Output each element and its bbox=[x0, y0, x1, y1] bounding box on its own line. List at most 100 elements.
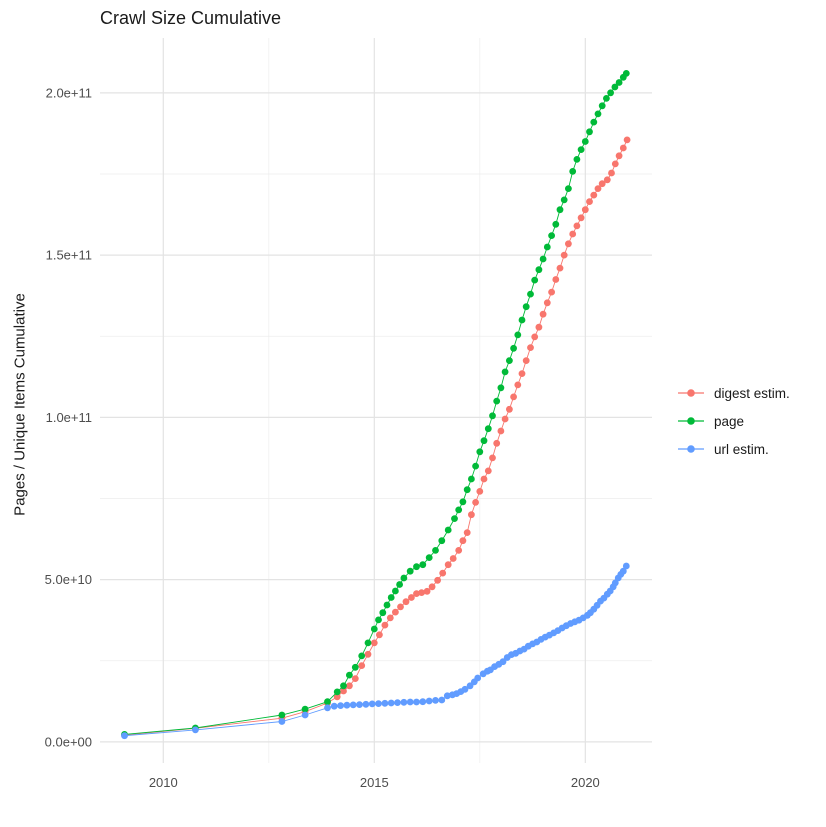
data-point bbox=[522, 357, 530, 364]
data-point bbox=[514, 381, 522, 389]
legend-item-digest-estim: digest estim. bbox=[676, 379, 790, 407]
data-point bbox=[480, 475, 488, 483]
x-tick-label: 2020 bbox=[571, 775, 600, 790]
data-point bbox=[548, 232, 555, 240]
data-point bbox=[468, 511, 475, 519]
data-point bbox=[400, 698, 408, 706]
data-point bbox=[438, 537, 446, 545]
data-point bbox=[423, 587, 431, 595]
data-point bbox=[522, 303, 530, 311]
data-point bbox=[381, 699, 389, 707]
data-point bbox=[501, 415, 509, 423]
data-point bbox=[581, 138, 589, 145]
data-point bbox=[418, 589, 425, 596]
data-point bbox=[594, 110, 602, 118]
data-point bbox=[397, 603, 404, 611]
legend-key-dot bbox=[687, 389, 695, 397]
data-point bbox=[569, 230, 577, 238]
data-point bbox=[472, 462, 479, 470]
data-point bbox=[506, 405, 513, 413]
data-point bbox=[514, 331, 522, 339]
data-point bbox=[510, 393, 517, 401]
data-point bbox=[506, 357, 513, 364]
data-point bbox=[480, 437, 488, 445]
data-point bbox=[590, 191, 598, 199]
data-point bbox=[603, 176, 611, 184]
data-point bbox=[535, 266, 543, 274]
data-point bbox=[590, 118, 598, 126]
data-point bbox=[501, 368, 509, 376]
data-point bbox=[539, 310, 547, 318]
data-point bbox=[518, 316, 526, 324]
data-point bbox=[443, 692, 451, 700]
x-tick-label: 2010 bbox=[149, 775, 178, 790]
data-point bbox=[535, 323, 543, 331]
data-point bbox=[489, 454, 496, 462]
data-point bbox=[400, 574, 408, 582]
data-point bbox=[192, 726, 199, 734]
data-point bbox=[413, 590, 420, 597]
data-point bbox=[608, 169, 615, 177]
data-point bbox=[560, 251, 568, 259]
data-point bbox=[364, 650, 372, 658]
data-point bbox=[531, 333, 539, 341]
data-point bbox=[577, 214, 585, 222]
data-point bbox=[476, 448, 484, 456]
data-point bbox=[419, 698, 427, 706]
data-point bbox=[375, 616, 382, 624]
data-point bbox=[472, 499, 479, 506]
data-point bbox=[484, 425, 492, 433]
data-point bbox=[577, 146, 585, 154]
data-point bbox=[560, 196, 568, 204]
y-tick-label: 1.0e+11 bbox=[46, 410, 92, 425]
data-point bbox=[556, 264, 564, 272]
data-point bbox=[594, 185, 602, 193]
data-point bbox=[489, 412, 496, 420]
data-point bbox=[278, 718, 286, 725]
grid-minor bbox=[100, 38, 652, 763]
data-point bbox=[493, 397, 501, 405]
data-point bbox=[340, 682, 347, 690]
data-point bbox=[370, 625, 378, 633]
data-point bbox=[434, 576, 441, 584]
data-point bbox=[598, 180, 606, 188]
data-point bbox=[356, 701, 363, 708]
legend-label: digest estim. bbox=[714, 385, 790, 401]
data-point bbox=[615, 79, 623, 86]
data-point bbox=[121, 732, 128, 740]
y-tick-label: 5.0e+10 bbox=[45, 572, 92, 587]
data-point bbox=[383, 601, 391, 609]
data-point bbox=[346, 671, 353, 679]
data-point bbox=[510, 344, 517, 352]
data-point bbox=[444, 526, 452, 534]
series-line-url-estim bbox=[124, 565, 627, 737]
data-point bbox=[615, 152, 623, 160]
data-point bbox=[622, 70, 630, 77]
data-point bbox=[449, 555, 457, 562]
data-point bbox=[455, 547, 463, 554]
grid-major bbox=[100, 38, 652, 763]
legend-key-icon bbox=[678, 445, 704, 453]
data-point bbox=[461, 685, 469, 693]
data-point bbox=[439, 569, 447, 577]
legend: digest estim. page url estim. bbox=[676, 379, 790, 463]
data-point bbox=[527, 344, 534, 351]
data-point bbox=[463, 529, 471, 536]
legend-item-url-estim: url estim. bbox=[676, 435, 790, 463]
data-point bbox=[301, 705, 309, 713]
chart-title: Crawl Size Cumulative bbox=[100, 8, 282, 28]
data-point bbox=[392, 587, 399, 595]
data-point bbox=[362, 700, 370, 708]
data-point bbox=[278, 711, 286, 719]
data-point bbox=[402, 598, 410, 606]
data-point bbox=[444, 561, 452, 569]
series-url-estim bbox=[121, 562, 630, 740]
data-point bbox=[459, 537, 467, 545]
data-point bbox=[375, 700, 382, 707]
data-point bbox=[556, 206, 564, 214]
data-point bbox=[539, 255, 547, 263]
data-point bbox=[406, 567, 414, 575]
data-point bbox=[527, 290, 534, 298]
